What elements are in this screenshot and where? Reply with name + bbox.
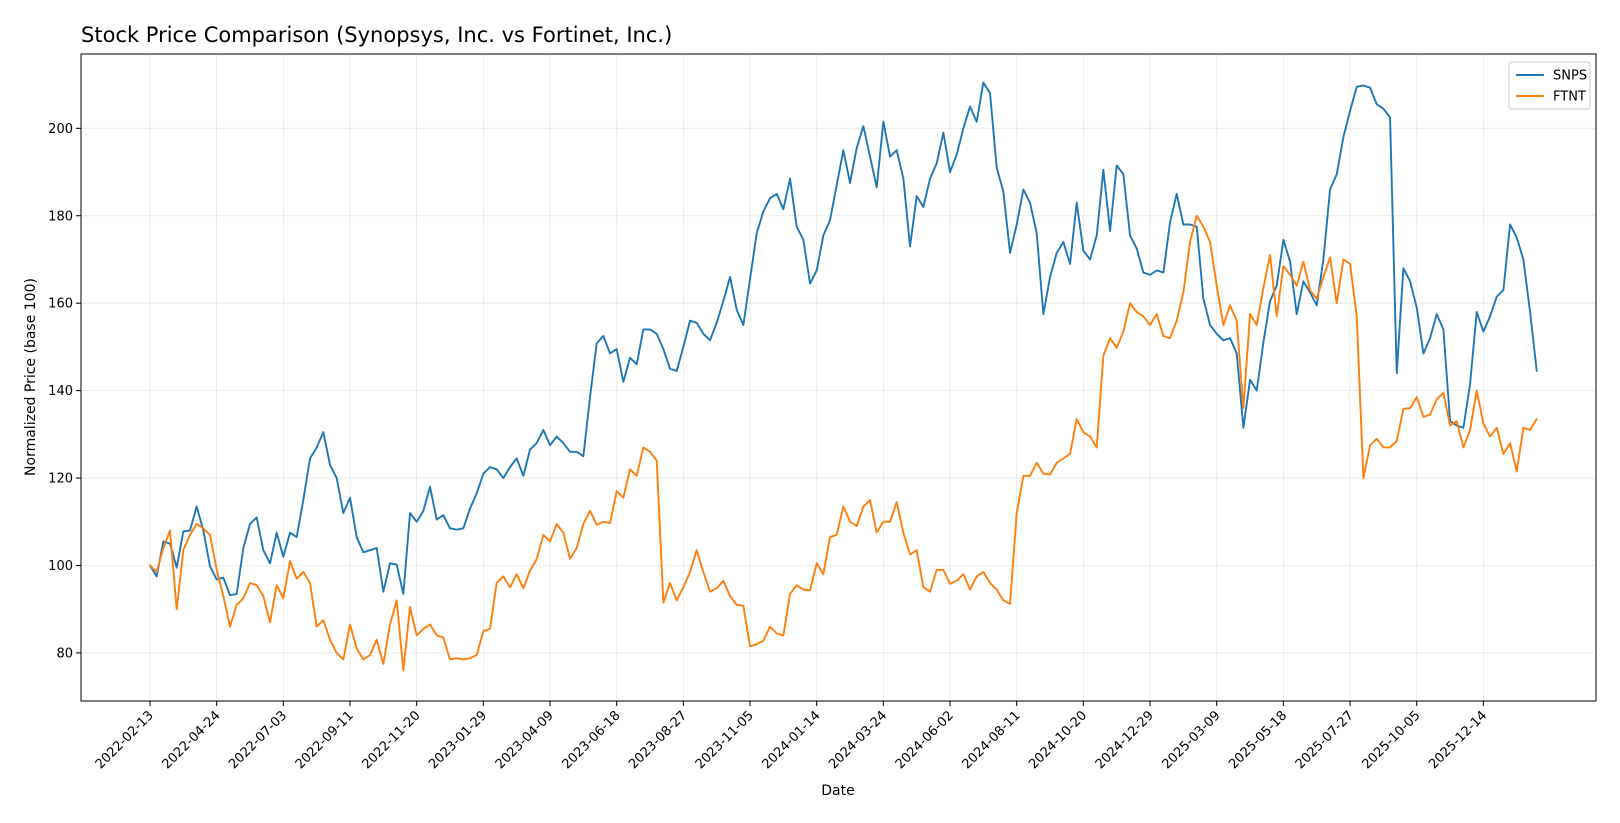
chart-title: Stock Price Comparison (Synopsys, Inc. v…: [81, 23, 672, 47]
x-axis-label: Date: [821, 783, 854, 799]
series-line-ftnt: [149, 214, 1538, 672]
y-tick-label: 80: [56, 646, 73, 661]
y-tick-label: 140: [48, 384, 73, 399]
series-lines: [149, 81, 1538, 672]
y-tick-label: 100: [48, 559, 73, 574]
y-tick-label: 160: [48, 297, 73, 312]
grid: [81, 54, 1596, 701]
legend-label-snps: SNPS: [1553, 69, 1587, 84]
y-tick-label: 180: [48, 209, 73, 224]
plot-frame: [80, 53, 1597, 702]
y-axis: 80 100 120 140 160 180 200: [48, 122, 81, 661]
y-tick-label: 120: [48, 472, 73, 487]
series-line-snps: [149, 81, 1538, 597]
y-tick-label: 200: [48, 122, 73, 137]
legend: SNPS FTNT: [1508, 61, 1591, 110]
legend-box: [1508, 61, 1591, 110]
legend-label-ftnt: FTNT: [1553, 90, 1586, 105]
y-axis-label: Normalized Price (base 100): [23, 278, 39, 476]
